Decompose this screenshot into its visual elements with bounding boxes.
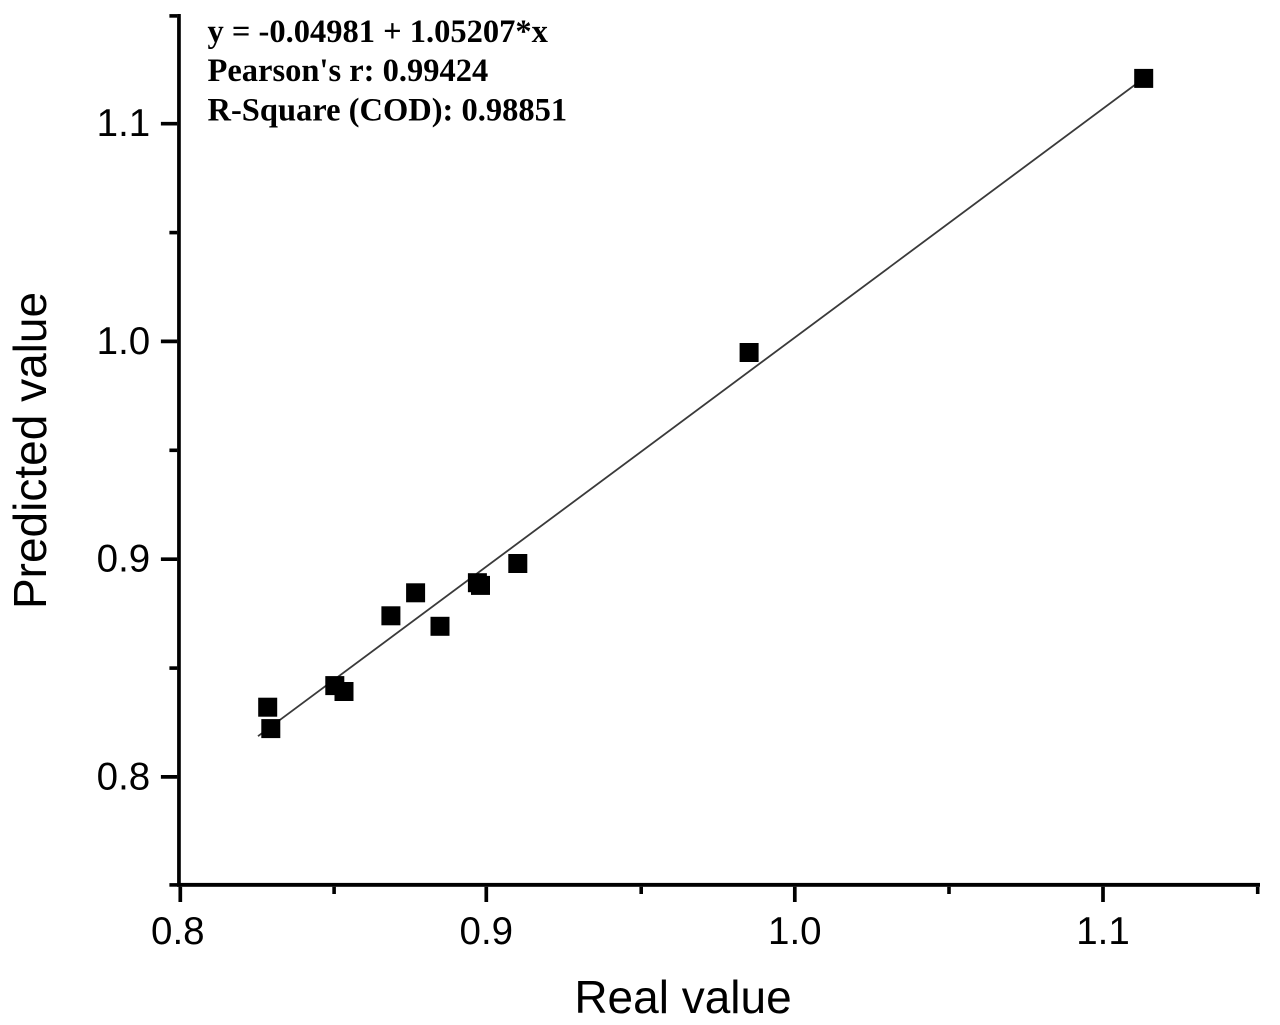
svg-text:0.9: 0.9 — [97, 538, 151, 581]
svg-text:1.1: 1.1 — [97, 102, 151, 145]
svg-text:Predicted value: Predicted value — [4, 292, 56, 609]
svg-text:1.1: 1.1 — [1076, 910, 1130, 953]
svg-text:y = -0.04981 + 1.05207*x: y = -0.04981 + 1.05207*x — [208, 14, 549, 50]
svg-text:1.0: 1.0 — [768, 910, 822, 953]
svg-text:0.8: 0.8 — [151, 910, 205, 953]
svg-text:R-Square (COD): 0.98851: R-Square (COD): 0.98851 — [208, 93, 568, 129]
svg-text:0.8: 0.8 — [97, 755, 151, 798]
svg-text:1.0: 1.0 — [97, 320, 151, 363]
svg-text:0.9: 0.9 — [460, 910, 514, 953]
svg-text:Real value: Real value — [574, 971, 791, 1023]
svg-text:Pearson's r: 0.99424: Pearson's r: 0.99424 — [208, 53, 489, 89]
